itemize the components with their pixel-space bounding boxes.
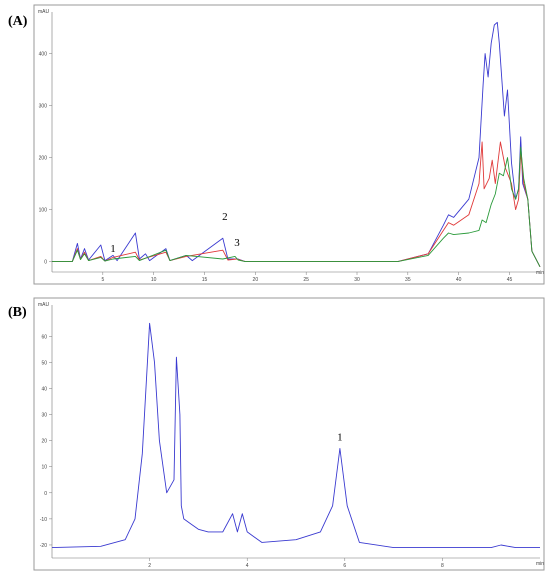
panel-a-x-tick-label: 25 (303, 277, 309, 283)
panel-b-y-tick-label: 0 (44, 491, 47, 497)
panel-b-y-tick-label: 10 (41, 465, 47, 471)
panel-b-y-tick-label: 30 (41, 413, 47, 419)
panel-b-y-tick-label: 40 (41, 386, 47, 392)
panel-a-axes: 0 100 200 300 400 5 10 15 20 25 30 35 40 45 (39, 12, 540, 283)
panel-a-y-tick-label: 100 (39, 208, 48, 214)
panel-a-x-tick-label: 30 (354, 277, 360, 283)
panel-a-x-tick-label: 15 (202, 277, 208, 283)
panel-b-x-tick-label: 2 (148, 563, 151, 569)
panel-a-x-tick-label: 5 (101, 277, 104, 283)
panel-a-peak-label: 2 (222, 211, 228, 223)
panel-a-x-tick-label: 10 (151, 277, 157, 283)
panel-b-y-unit: mAU (38, 302, 50, 308)
panel-a-y-tick-label: 300 (39, 104, 48, 110)
panel-b-label: (B) (8, 305, 27, 320)
panel-b-y-tick-label: -20 (40, 543, 47, 549)
panel-b-y-tick-label: 20 (41, 439, 47, 445)
panel-b-peak-label: 1 (337, 432, 343, 444)
panel-a-y-tick-label: 0 (44, 260, 47, 266)
panel-b-axes: -20 -10 0 10 20 30 40 50 60 2 4 6 8 (40, 305, 540, 569)
panel-a-y-tick-label: 400 (39, 52, 48, 58)
panel-b-peak-labels: 1 (337, 432, 343, 444)
panel-b-x-tick-label: 8 (441, 563, 444, 569)
panel-b-y-tick-label: 50 (41, 360, 47, 366)
panel-b-traces (51, 322, 540, 549)
panel-a-trace-3 (52, 146, 541, 268)
panel-b-y-tick-label: -10 (40, 517, 47, 523)
panel-a-peak-label: 3 (234, 237, 240, 249)
panel-a-traces (52, 21, 541, 268)
panel-a-y-unit: mAU (38, 9, 50, 15)
panel-a: (A) mAU min 0 100 200 300 400 5 10 15 20 25 30 35 40… (8, 4, 545, 285)
panel-a-peak-labels: 1 2 3 (110, 211, 240, 255)
panel-a-x-tick-label: 40 (456, 277, 462, 283)
panel-b-frame (33, 297, 545, 571)
panel-a-label: (A) (8, 14, 28, 29)
panel-a-x-tick-label: 35 (405, 277, 411, 283)
panel-a-x-tick-label: 20 (253, 277, 259, 283)
panel-b-trace-1 (51, 322, 540, 549)
panel-a-x-tick-label: 45 (507, 277, 513, 283)
panel-b-x-tick-label: 6 (343, 563, 346, 569)
panel-a-y-tick-label: 200 (39, 156, 48, 162)
panel-b-y-tick-label: 60 (41, 334, 47, 340)
panel-a-frame (33, 4, 545, 285)
panel-a-x-unit: min (536, 270, 544, 276)
panel-b: (B) mAU min -20 -10 0 10 20 30 40 50 60 2 4 6 8 1 (8, 297, 545, 571)
panel-a-peak-label: 1 (110, 243, 116, 255)
panel-b-x-tick-label: 4 (246, 563, 249, 569)
panel-b-x-unit: min (536, 561, 544, 567)
